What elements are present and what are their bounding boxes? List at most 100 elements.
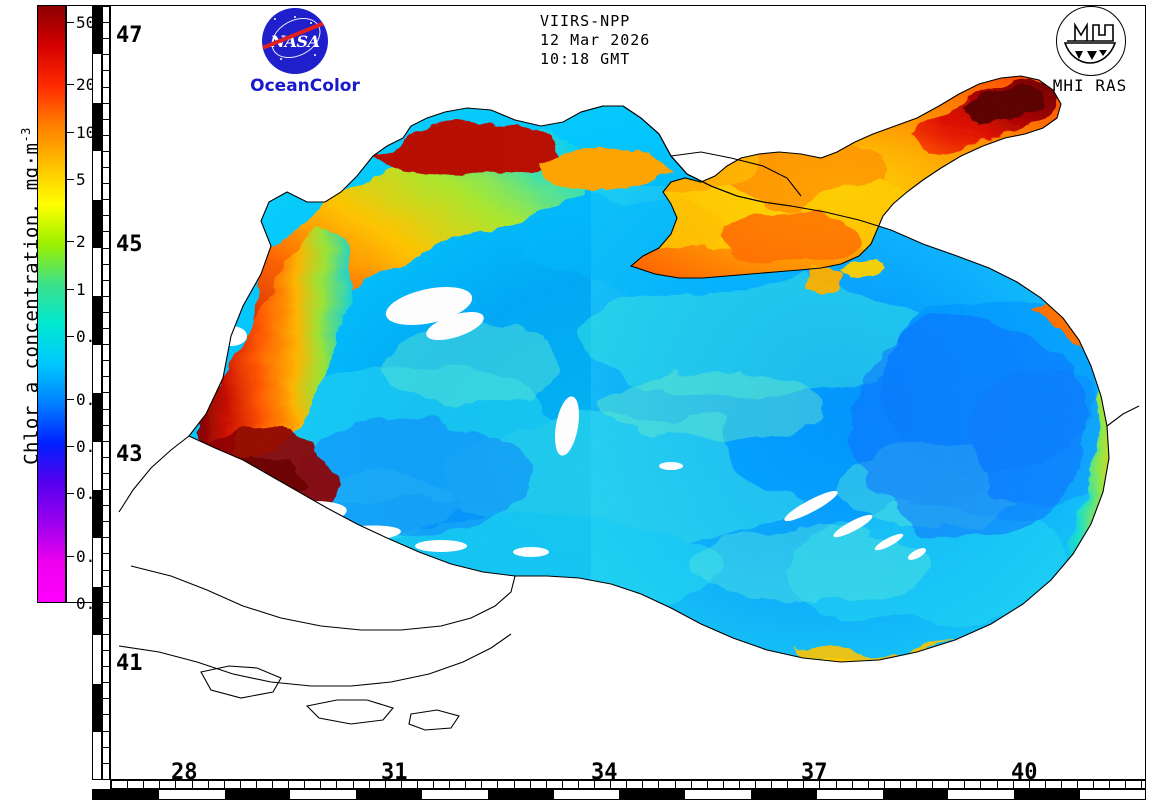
- frame-left-tick: [103, 553, 109, 555]
- frame-bottom-tick: [111, 781, 112, 788]
- frame-left-block: [93, 6, 101, 55]
- frame-bottom-tick: [594, 781, 595, 788]
- frame-bottom-tick: [1028, 781, 1030, 788]
- frame-left-tick: [103, 150, 109, 152]
- colorbar-tick-label: 10: [76, 122, 96, 142]
- frame-left-tick: [103, 489, 109, 490]
- frame-bottom-tick: [239, 781, 241, 788]
- nasa-star-icon: [314, 54, 316, 56]
- colorbar-tick: [67, 493, 74, 495]
- frame-left-tick: [103, 295, 109, 297]
- frame-left-tick: [103, 521, 109, 523]
- nasa-oceancolor-logo: NASA OceanColor: [240, 8, 370, 100]
- frame-bottom-tick: [223, 781, 225, 788]
- frame-left-block: [93, 490, 101, 539]
- frame-left-block: [93, 102, 101, 152]
- colorbar-tick: [67, 21, 74, 23]
- frame-left-tick: [103, 263, 109, 265]
- frame-bottom-tick: [706, 781, 708, 788]
- frame-bottom-tick: [352, 781, 354, 788]
- colorbar-tick: [67, 398, 74, 400]
- frame-bottom-tick: [433, 781, 434, 788]
- frame-left-tick: [103, 183, 109, 185]
- frame-left-tick: [103, 666, 109, 668]
- frame-left-tick: [103, 392, 109, 394]
- colorbar-tick-label: 5: [76, 169, 86, 189]
- acquisition-info-text: VIIRS-NPP 12 Mar 2026 10:18 GMT: [540, 12, 651, 68]
- frame-bottom-tick: [1060, 781, 1062, 788]
- frame-left-tick: [103, 6, 109, 7]
- oceancolor-wordmark: OceanColor: [250, 76, 360, 96]
- frame-bottom-tick: [803, 781, 805, 788]
- frame-bottom-tick: [1109, 781, 1111, 788]
- nasa-star-icon: [280, 58, 282, 60]
- frame-bottom-tick: [255, 781, 257, 788]
- mhi-emblem-icon: [1056, 6, 1126, 76]
- frame-bottom-tick: [1141, 781, 1143, 788]
- latitude-tick-label: 41: [116, 651, 143, 677]
- map-plot-area[interactable]: [110, 5, 1146, 780]
- frame-bottom-tick: [577, 781, 579, 788]
- colorbar-tick: [67, 445, 74, 447]
- frame-left-tick: [103, 746, 109, 748]
- frame-bottom-tick: [288, 781, 290, 788]
- frame-bottom-tick: [513, 781, 515, 788]
- frame-left-tick: [103, 376, 109, 378]
- colorbar[interactable]: [37, 5, 66, 603]
- frame-left-block: [93, 683, 101, 732]
- colorbar-tick: [67, 84, 74, 86]
- frame-left-tick: [103, 472, 109, 474]
- colorbar-tick: [67, 288, 74, 290]
- frame-bottom-tick: [529, 781, 531, 788]
- frame-left-tick: [103, 505, 109, 507]
- frame-bottom-tick: [948, 781, 950, 788]
- frame-left-block: [93, 199, 101, 248]
- frame-left-tick: [103, 215, 109, 217]
- frame-bottom-tick: [561, 781, 563, 788]
- colorbar-gradient: [37, 5, 66, 603]
- frame-left-tick: [103, 633, 109, 635]
- frame-bottom-tick: [1125, 781, 1127, 788]
- frame-bottom-tick: [690, 781, 692, 788]
- frame-bottom-tick: [1093, 781, 1095, 788]
- mhi-ras-logo: MHI RAS: [1038, 6, 1142, 102]
- frame-bottom-tick: [449, 781, 451, 788]
- frame-left-tick: [103, 408, 109, 410]
- frame-left-tick: [103, 167, 109, 168]
- colorbar-tick: [67, 178, 74, 180]
- frame-left-tick: [103, 22, 109, 24]
- frame-bottom-tick-rail: [110, 780, 1146, 789]
- frame-bottom-tick: [481, 781, 483, 788]
- frame-left-tick: [103, 344, 109, 346]
- frame-left-tick: [103, 231, 109, 233]
- frame-bottom-tick: [916, 781, 917, 788]
- frame-bottom-tick: [272, 781, 273, 788]
- frame-bottom-tick: [771, 781, 773, 788]
- colorbar-tick-label: 2: [76, 232, 86, 252]
- frame-left-tick: [103, 279, 109, 281]
- frame-left-tick: [103, 54, 109, 56]
- frame-left-tick: [103, 118, 109, 120]
- acquisition-info: VIIRS-NPP 12 Mar 2026 10:18 GMT: [540, 12, 650, 69]
- colorbar-tick-label: 20: [76, 75, 96, 95]
- frame-left-tick: [103, 456, 109, 458]
- frame-left-tick: [103, 102, 109, 104]
- frame-left-tick: [103, 617, 109, 619]
- frame-bottom-tick: [159, 781, 161, 788]
- frame-bottom-block: [224, 790, 291, 799]
- frame-bottom-tick: [787, 781, 789, 788]
- nasa-star-icon: [310, 22, 312, 24]
- colorbar-tick: [67, 241, 74, 243]
- longitude-tick-label: 40: [1011, 760, 1038, 785]
- frame-bottom-tick: [384, 781, 386, 788]
- nasa-meatball-icon: NASA: [262, 8, 328, 74]
- colorbar-tick: [67, 131, 74, 133]
- latitude-tick-label: 45: [116, 232, 143, 258]
- frame-bottom-tick: [883, 781, 885, 788]
- frame-left-tick: [103, 585, 109, 587]
- mhi-ras-caption: MHI RAS: [1052, 76, 1128, 95]
- frame-bottom-tick: [1012, 781, 1014, 788]
- frame-left-rail: [92, 5, 102, 780]
- frame-left-tick: [103, 134, 109, 136]
